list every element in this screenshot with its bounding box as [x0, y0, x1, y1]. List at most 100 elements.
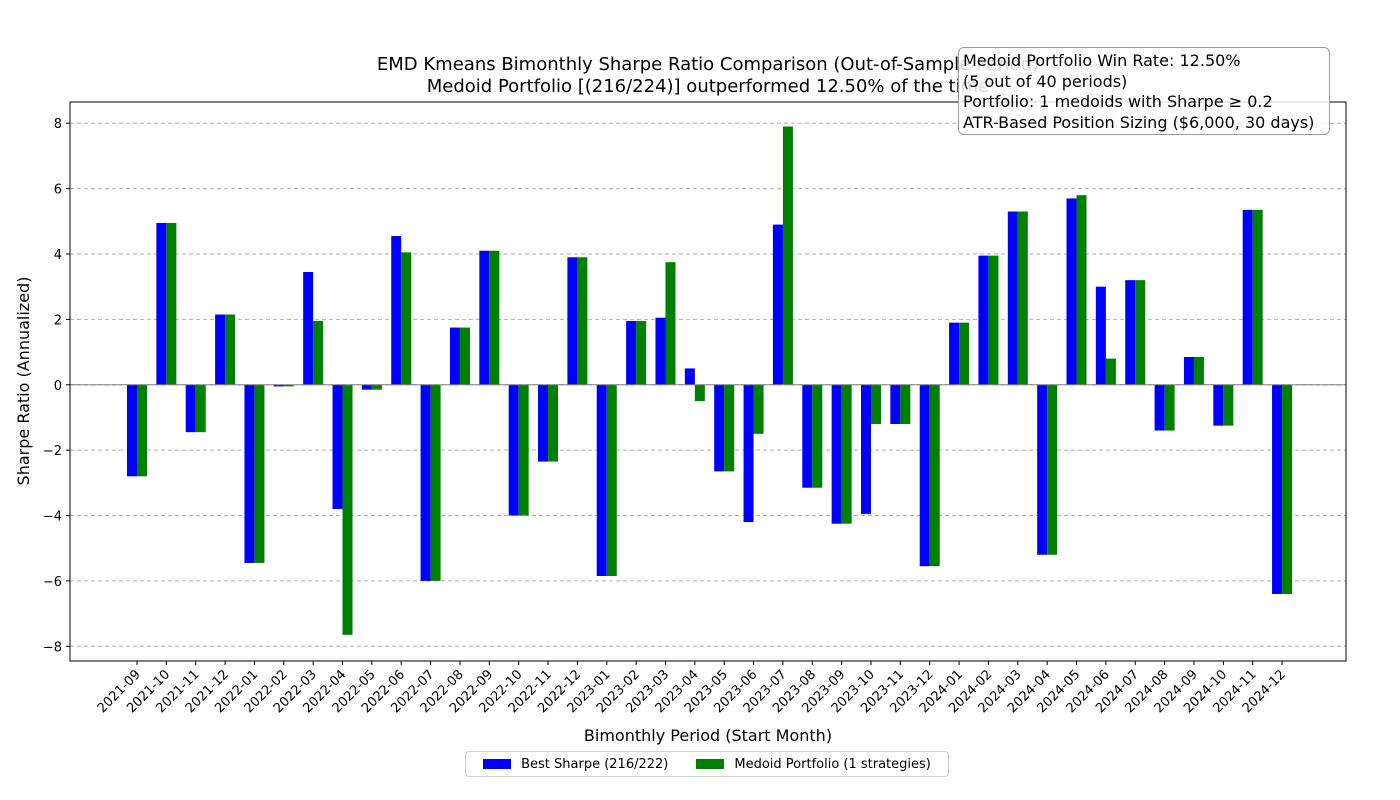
bar-best-sharpe	[978, 255, 989, 385]
legend-item-medoid: Medoid Portfolio (1 strategies)	[696, 757, 931, 772]
y-axis-title: Sharpe Ratio (Annualized)	[14, 277, 33, 486]
bar-medoid	[871, 384, 881, 424]
legend-item-best-sharpe: Best Sharpe (216/222)	[483, 757, 668, 772]
bar-best-sharpe	[244, 384, 255, 563]
y-tick-label: −4	[43, 510, 62, 525]
y-tick-label: −2	[43, 444, 62, 459]
bar-medoid	[518, 384, 529, 516]
bar-best-sharpe	[1242, 209, 1253, 385]
bar-best-sharpe	[919, 384, 930, 567]
y-tick-label: 2	[54, 313, 62, 328]
bar-medoid	[1017, 211, 1028, 385]
legend-label-best-sharpe: Best Sharpe (216/222)	[521, 756, 669, 772]
plot-frame	[69, 101, 1347, 662]
bar-medoid	[1282, 384, 1293, 594]
y-tick-label: 4	[54, 248, 62, 263]
bar-medoid	[489, 250, 500, 385]
bar-best-sharpe	[1066, 198, 1077, 385]
win-rate-text: Medoid Portfolio Win Rate: 12.50%	[963, 51, 1241, 70]
periods-count-text: (5 out of 40 periods)	[963, 71, 1128, 91]
bar-medoid	[225, 314, 236, 385]
bar-best-sharpe	[1154, 384, 1165, 431]
y-tick-label: 6	[54, 183, 62, 198]
bar-medoid	[283, 384, 294, 387]
portfolio-text: Portfolio: 1 medoids with Sharpe ≥ 0.2	[963, 92, 1273, 111]
bar-medoid	[195, 384, 206, 433]
bar-best-sharpe	[1125, 280, 1136, 385]
bar-best-sharpe	[949, 322, 960, 385]
bar-best-sharpe	[890, 384, 901, 424]
bar-medoid	[1076, 195, 1087, 385]
bar-best-sharpe	[1183, 356, 1194, 385]
bar-best-sharpe	[626, 321, 637, 385]
bar-best-sharpe	[332, 384, 343, 509]
bar-medoid	[606, 384, 617, 577]
bar-medoid	[636, 321, 647, 385]
bar-medoid	[1193, 356, 1204, 385]
bar-medoid	[166, 222, 177, 385]
bar-medoid	[577, 257, 588, 385]
win-rate-info-box: Medoid Portfolio Win Rate: 12.50% (5 out…	[958, 47, 1330, 135]
position-sizing-text: ATR-Based Position Sizing ($6,000, 30 da…	[963, 112, 1315, 132]
bar-best-sharpe	[420, 384, 431, 581]
bar-best-sharpe	[655, 317, 666, 385]
bar-medoid	[1047, 384, 1058, 555]
bar-medoid	[959, 322, 970, 385]
y-tick-label: 0	[54, 379, 62, 394]
bar-best-sharpe	[1095, 286, 1106, 385]
bar-medoid	[694, 384, 705, 402]
chart-subtitle: Medoid Portfolio [(216/224)] outperforme…	[427, 76, 989, 97]
legend-swatch-blue	[483, 759, 512, 769]
bar-best-sharpe	[215, 314, 226, 385]
bar-medoid	[782, 126, 793, 385]
y-tick-label: −6	[43, 575, 62, 590]
bar-medoid	[724, 384, 735, 472]
y-tick-label: 8	[54, 117, 62, 132]
bar-best-sharpe	[831, 384, 842, 524]
bar-medoid	[900, 384, 911, 424]
bar-best-sharpe	[479, 250, 490, 385]
bar-medoid	[665, 262, 676, 385]
bar-best-sharpe	[772, 224, 783, 385]
bar-best-sharpe	[714, 384, 725, 472]
bar-medoid	[371, 384, 382, 390]
bar-best-sharpe	[802, 384, 813, 488]
y-tick-label: −8	[43, 640, 62, 655]
bar-best-sharpe	[567, 257, 578, 385]
bar-medoid	[1252, 209, 1263, 385]
bar-best-sharpe	[449, 327, 460, 385]
bar-best-sharpe	[1272, 384, 1283, 594]
bar-medoid	[1135, 280, 1146, 385]
bar-medoid	[459, 327, 470, 385]
bar-best-sharpe	[596, 384, 607, 577]
bar-medoid	[812, 384, 823, 488]
bar-medoid	[1223, 384, 1234, 426]
bar-medoid	[753, 384, 764, 434]
bar-best-sharpe	[156, 222, 167, 385]
bar-medoid	[1105, 358, 1116, 385]
bar-best-sharpe	[391, 236, 402, 385]
bar-medoid	[313, 321, 324, 385]
chart-legend: Best Sharpe (216/222) Medoid Portfolio (…	[465, 751, 949, 777]
bar-medoid	[548, 384, 559, 462]
bars	[127, 126, 1293, 635]
bar-best-sharpe	[684, 368, 695, 385]
bar-medoid	[342, 384, 353, 635]
legend-swatch-green	[696, 759, 725, 769]
bar-best-sharpe	[361, 384, 372, 390]
bar-best-sharpe	[1007, 211, 1018, 385]
bar-medoid	[841, 384, 852, 524]
bar-best-sharpe	[185, 384, 196, 433]
bar-medoid	[929, 384, 940, 567]
axes: −8−6−4−2024682021-092021-102021-112021-1…	[43, 101, 1347, 716]
bar-best-sharpe	[861, 384, 871, 514]
bar-best-sharpe	[538, 384, 549, 462]
chart-title: EMD Kmeans Bimonthly Sharpe Ratio Compar…	[377, 54, 1039, 75]
bar-medoid	[430, 384, 441, 581]
bar-best-sharpe	[508, 384, 519, 516]
bar-best-sharpe	[127, 384, 137, 477]
bar-best-sharpe	[1037, 384, 1048, 555]
bar-best-sharpe	[1213, 384, 1224, 426]
bar-best-sharpe	[273, 384, 284, 387]
